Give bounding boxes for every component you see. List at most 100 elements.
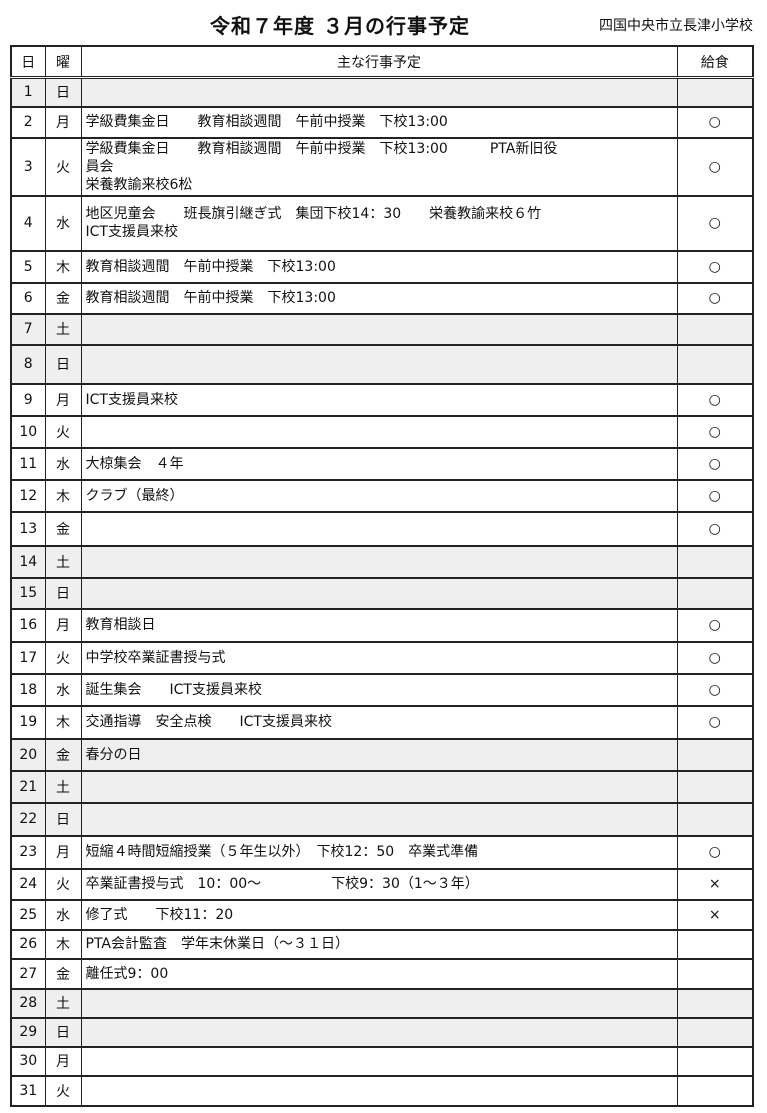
day-cell: 13 (10, 510, 46, 546)
table-row: 24 火卒業証書授与式 10：00～ 下校9：30（1～３年） × (10, 867, 754, 900)
table-row: 10 火 ○ (10, 414, 754, 448)
events-cell: 学級費集金日 教育相談週間 午前中授業 下校13:00 PTA新旧役 員会 栄養… (80, 136, 678, 196)
day-cell: 9 (10, 382, 46, 416)
lunch-cell (676, 957, 754, 989)
weekday-cell: 水 (44, 672, 82, 706)
day-cell: 6 (10, 281, 46, 314)
events-cell: ICT支援員来校 (80, 382, 678, 416)
table-row: 19 木交通指導 安全点検 ICT支援員来校 ○ (10, 704, 754, 739)
lunch-cell (676, 987, 754, 1018)
col-lunch: 給食 (676, 45, 754, 79)
events-cell (80, 576, 678, 609)
lunch-cell (676, 928, 754, 959)
day-cell: 16 (10, 607, 46, 642)
weekday-cell: 水 (44, 898, 82, 930)
events-cell (80, 312, 678, 345)
schedule-table: 日 曜 主な行事予定 給食 1 日 2 月学級費集金日 教育相談週間 午前中授業 下校… (10, 45, 754, 1107)
lunch-cell (676, 1045, 754, 1076)
events-cell: 地区児童会 班長旗引継ぎ式 集団下校14：30 栄養教諭来校６竹 ICT支援員来… (80, 194, 678, 251)
header-row: 日 曜 主な行事予定 給食 (10, 45, 754, 79)
weekday-cell: 日 (44, 576, 82, 609)
lunch-cell: ○ (676, 249, 754, 283)
events-cell: 教育相談日 (80, 607, 678, 642)
lunch-cell: ○ (676, 640, 754, 674)
table-row: 2 月学級費集金日 教育相談週間 午前中授業 下校13:00 ○ (10, 105, 754, 138)
lunch-cell (676, 312, 754, 345)
lunch-cell: ○ (676, 414, 754, 448)
events-cell: 大椋集会 ４年 (80, 446, 678, 480)
weekday-cell: 木 (44, 478, 82, 512)
day-cell: 29 (10, 1016, 46, 1047)
table-row: 22 日 (10, 801, 754, 836)
lunch-cell (676, 343, 754, 384)
table-row: 15 日 (10, 576, 754, 609)
events-cell: 中学校卒業証書授与式 (80, 640, 678, 674)
day-cell: 7 (10, 312, 46, 345)
table-row: 27 金離任式9：00 (10, 957, 754, 989)
weekday-cell: 火 (44, 1074, 82, 1106)
table-row: 5 木教育相談週間 午前中授業 下校13:00 ○ (10, 249, 754, 283)
table-row: 18 水誕生集会 ICT支援員来校 ○ (10, 672, 754, 706)
weekday-cell: 木 (44, 928, 82, 959)
events-cell: クラブ（最終） (80, 478, 678, 512)
col-events: 主な行事予定 (80, 45, 678, 79)
day-cell: 19 (10, 704, 46, 739)
table-row: 21 土 (10, 769, 754, 803)
weekday-cell: 日 (44, 801, 82, 836)
table-row: 28 土 (10, 987, 754, 1018)
day-cell: 17 (10, 640, 46, 674)
table-row: 11 水大椋集会 ４年 ○ (10, 446, 754, 480)
events-cell (80, 510, 678, 546)
weekday-cell: 土 (44, 312, 82, 345)
lunch-cell: ○ (676, 704, 754, 739)
weekday-cell: 土 (44, 987, 82, 1018)
lunch-cell (676, 1074, 754, 1106)
events-cell (80, 1016, 678, 1047)
day-cell: 26 (10, 928, 46, 959)
day-cell: 4 (10, 194, 46, 251)
table-row: 3 火学級費集金日 教育相談週間 午前中授業 下校13:00 PTA新旧役 員会 … (10, 136, 754, 196)
events-cell (80, 343, 678, 384)
weekday-cell: 金 (44, 510, 82, 546)
events-cell (80, 1045, 678, 1076)
events-cell: 修了式 下校11：20 (80, 898, 678, 930)
day-cell: 24 (10, 867, 46, 900)
lunch-cell: ○ (676, 510, 754, 546)
lunch-cell: ○ (676, 281, 754, 314)
table-row: 29 日 (10, 1016, 754, 1047)
lunch-cell (676, 576, 754, 609)
day-cell: 11 (10, 446, 46, 480)
table-row: 14 土 (10, 544, 754, 578)
day-cell: 3 (10, 136, 46, 196)
lunch-cell: ○ (676, 382, 754, 416)
table-row: 20 金春分の日 (10, 737, 754, 771)
events-cell (80, 1074, 678, 1106)
school-name: 四国中央市立長津小学校 (599, 18, 753, 34)
table-row: 30 月 (10, 1045, 754, 1076)
lunch-cell: ○ (676, 478, 754, 512)
table-row: 17 火中学校卒業証書授与式 ○ (10, 640, 754, 674)
weekday-cell: 月 (44, 382, 82, 416)
weekday-cell: 火 (44, 414, 82, 448)
day-cell: 5 (10, 249, 46, 283)
day-cell: 18 (10, 672, 46, 706)
day-cell: 12 (10, 478, 46, 512)
weekday-cell: 火 (44, 640, 82, 674)
day-cell: 1 (10, 76, 46, 107)
weekday-cell: 月 (44, 105, 82, 138)
day-cell: 28 (10, 987, 46, 1018)
lunch-cell: ○ (676, 194, 754, 251)
events-cell: 誕生集会 ICT支援員来校 (80, 672, 678, 706)
day-cell: 15 (10, 576, 46, 609)
weekday-cell: 土 (44, 544, 82, 578)
weekday-cell: 土 (44, 769, 82, 803)
lunch-cell: × (676, 867, 754, 900)
page-title: 令和７年度 ３月の行事予定 (210, 14, 470, 38)
lunch-cell (676, 801, 754, 836)
day-cell: 20 (10, 737, 46, 771)
events-cell: 春分の日 (80, 737, 678, 771)
table-row: 6 金教育相談週間 午前中授業 下校13:00 ○ (10, 281, 754, 314)
lunch-cell (676, 737, 754, 771)
weekday-cell: 金 (44, 957, 82, 989)
